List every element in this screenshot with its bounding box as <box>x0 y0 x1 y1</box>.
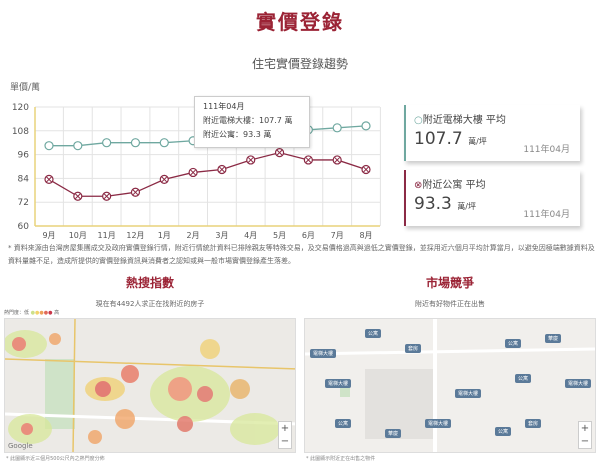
listing-pin[interactable]: 電梯大樓 <box>565 379 592 388</box>
data-point-x <box>46 176 52 183</box>
data-point-x <box>75 193 81 200</box>
legend-high: 高 <box>54 310 60 316</box>
x-tick-label: 6月 <box>302 231 315 240</box>
elevator-average-card: ○附近電梯大樓 平均 107.7 萬/坪 111年04月 <box>404 105 580 161</box>
card-value: 107.7 <box>414 129 463 149</box>
listing-pin[interactable]: 電梯大樓 <box>455 389 482 398</box>
listing-pin[interactable]: 公寓 <box>365 329 382 338</box>
data-point-x <box>247 157 254 163</box>
listing-pin[interactable]: 華廈 <box>545 334 562 343</box>
heat-map-layer <box>5 319 295 452</box>
zoom-out-button[interactable]: − <box>580 436 590 447</box>
y-tick-label: 120 <box>12 103 29 113</box>
x-tick-label: 1月 <box>158 231 171 240</box>
apartment-average-card: ⊗附近公寓 平均 93.3 萬/坪 111年04月 <box>404 170 580 226</box>
price-trend-chart[interactable]: 60 72 84 96 108 120 9月 10月 11月 12月 1月 2月 3月 4月 5月 6月 7月 8… <box>0 0 400 240</box>
x-tick-label: 4月 <box>244 231 257 240</box>
card-unit: 萬/坪 <box>468 137 487 146</box>
data-point <box>130 138 141 148</box>
y-tick-label: 96 <box>18 151 30 161</box>
tooltip-line2: 附近公寓：93.3 萬 <box>203 130 272 139</box>
tooltip-date: 111年04月 <box>203 102 245 111</box>
data-point-x <box>103 193 110 200</box>
zoom-control[interactable]: + − <box>278 421 292 449</box>
x-tick-label: 2月 <box>187 231 200 240</box>
card-label: 附近電梯大樓 平均 <box>422 115 506 126</box>
page-title: 實價登錄 <box>256 10 344 34</box>
market-map[interactable]: 電梯大樓 公寓 套房 電梯大樓 公寓 華廈 電梯大樓 公寓 套房 公寓 電梯大樓 華廈 公寓 電梯大樓 +… <box>304 318 596 453</box>
google-logo: Google <box>8 442 33 450</box>
data-point <box>44 141 54 151</box>
listing-pin[interactable]: 公寓 <box>495 427 512 436</box>
x-tick-label: 10月 <box>69 231 87 240</box>
x-tick-label: 3月 <box>215 231 228 240</box>
listing-pin[interactable]: 電梯大樓 <box>425 419 452 428</box>
zoom-control[interactable]: + − <box>578 421 592 449</box>
series-line <box>48 151 367 197</box>
legend-low: 熱門度：低 <box>4 310 30 316</box>
card-unit: 萬/坪 <box>457 202 476 211</box>
circle-icon: ○ <box>414 115 423 126</box>
y-tick-label: 72 <box>18 198 29 208</box>
heat-index-title: 熱搜指數 <box>125 276 174 290</box>
data-point-x <box>305 157 312 163</box>
market-competition-title: 市場競爭 <box>425 276 474 290</box>
listing-pin[interactable]: 公寓 <box>335 419 352 428</box>
card-date: 111年04月 <box>523 210 570 220</box>
x-tick-label: 8月 <box>359 231 372 240</box>
data-point <box>361 121 371 131</box>
zoom-out-button[interactable]: − <box>280 436 290 447</box>
data-point-x <box>161 176 168 183</box>
chart-title: 住宅實價登錄趨勢 <box>251 57 348 71</box>
y-tick-label: 108 <box>12 127 29 137</box>
data-point-x <box>334 157 340 163</box>
data-point-x <box>190 169 196 176</box>
x-tick-label: 7月 <box>331 231 344 240</box>
market-footnote: * 此圖顯示附近正在出售之物件 <box>306 456 376 462</box>
heat-legend: 熱門度：低 ●●●●● 高 <box>4 310 60 316</box>
listing-pin[interactable]: 套房 <box>525 419 542 428</box>
data-point <box>102 138 112 148</box>
data-point <box>159 138 169 148</box>
tooltip-line1: 附近電梯大樓：107.7 萬 <box>203 116 293 125</box>
listing-pin[interactable]: 公寓 <box>515 374 532 383</box>
card-value: 93.3 <box>414 194 452 214</box>
data-point <box>332 123 342 133</box>
y-tick-label: 60 <box>18 222 30 232</box>
card-label: 附近公寓 平均 <box>422 180 486 191</box>
listing-pin[interactable]: 電梯大樓 <box>310 349 337 358</box>
x-tick-label: 12月 <box>126 231 144 240</box>
listing-pin[interactable]: 華廈 <box>385 429 402 438</box>
circle-x-icon: ⊗ <box>414 180 423 191</box>
listing-pin[interactable]: 電梯大樓 <box>325 379 352 388</box>
data-point-x <box>132 189 139 196</box>
x-tick-label: 5月 <box>273 231 286 240</box>
data-point <box>73 141 83 151</box>
card-date: 111年04月 <box>523 145 570 155</box>
chart-tooltip: 111年04月 附近電梯大樓：107.7 萬 附近公寓：93.3 萬 <box>194 96 310 148</box>
listing-pin[interactable]: 公寓 <box>505 339 522 348</box>
zoom-in-button[interactable]: + <box>580 423 590 434</box>
y-axis-label: 單價/萬 <box>10 83 41 93</box>
zoom-in-button[interactable]: + <box>280 423 290 434</box>
y-tick-label: 84 <box>18 174 30 184</box>
x-tick-label: 11月 <box>98 231 116 240</box>
data-source-note: * 資料來源由台灣房屋集團成交及政府實價登錄行情，附近行情統計資料已排除親友等特… <box>8 244 595 265</box>
x-tick-label: 9月 <box>42 231 55 240</box>
market-caption: 附近有好物件正在出售 <box>415 300 485 308</box>
heat-caption: 現在有4492人求正在找附近的房子 <box>95 300 205 308</box>
heat-map[interactable]: Google + − <box>4 318 296 453</box>
data-point-x <box>276 149 283 156</box>
data-point-x <box>363 166 369 173</box>
listing-pin[interactable]: 套房 <box>405 344 422 353</box>
heat-footnote: * 此圖顯示近三個月500公尺內之熱門度分佈 <box>6 456 105 462</box>
data-point-x <box>219 166 225 173</box>
market-map-layer <box>305 319 595 452</box>
